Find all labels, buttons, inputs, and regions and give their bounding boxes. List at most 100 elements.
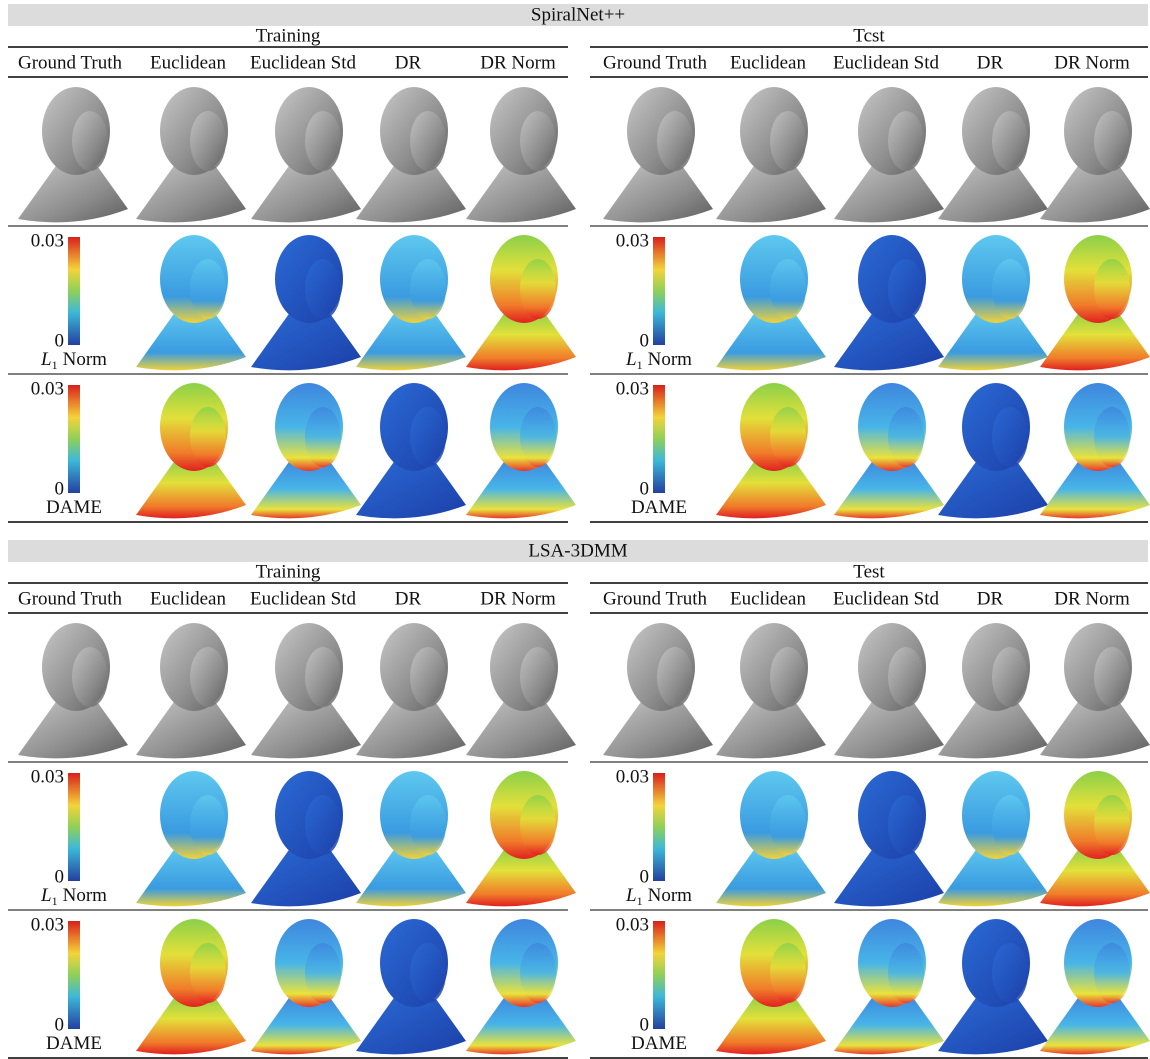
head-render (251, 87, 361, 222)
head-face (190, 795, 226, 855)
colorbar-label: DAME (631, 497, 687, 518)
column-header: DR Norm (480, 52, 556, 73)
column-header: Euclidean Std (833, 52, 940, 73)
label-symbol: L (625, 349, 637, 370)
head-face (305, 647, 341, 707)
head-render (716, 87, 826, 222)
column-header: Euclidean Std (250, 52, 357, 73)
head-face (992, 647, 1028, 707)
head-render (1040, 771, 1150, 906)
half-title: Training (256, 25, 321, 46)
head-render (716, 383, 826, 518)
head-render (466, 87, 576, 222)
head-face (992, 259, 1028, 319)
colorbar-max: 0.03 (616, 230, 649, 251)
head-render (938, 771, 1048, 906)
head-render (136, 919, 246, 1054)
column-header: DR Norm (480, 588, 556, 609)
head-render (466, 235, 576, 370)
head-face (520, 111, 556, 171)
head-render (356, 771, 466, 906)
head-face (72, 111, 108, 171)
head-face (770, 259, 806, 319)
label-symbol: L (40, 349, 52, 370)
head-face (190, 943, 226, 1003)
label-text: Norm (63, 885, 108, 906)
label-subscript: 1 (637, 894, 643, 908)
head-face (190, 259, 226, 319)
column-header: Ground Truth (18, 588, 122, 609)
head-face (657, 647, 693, 707)
colorbar-min: 0 (55, 330, 65, 351)
head-render (938, 235, 1048, 370)
head-render (938, 919, 1048, 1054)
head-render (938, 87, 1048, 222)
head-face (410, 647, 446, 707)
head-render (834, 235, 944, 370)
colorbar-label: DAME (46, 1033, 102, 1054)
colorbar (68, 237, 80, 345)
half-title: Training (256, 561, 321, 582)
head-render (1040, 87, 1150, 222)
colorbar (653, 773, 665, 881)
head-render (251, 623, 361, 758)
head-render (938, 623, 1048, 758)
column-header: Euclidean Std (833, 588, 940, 609)
head-face (190, 111, 226, 171)
column-header: DR (395, 52, 422, 73)
head-render (466, 919, 576, 1054)
head-render (136, 623, 246, 758)
colorbar-label: DAME (46, 497, 102, 518)
head-face (992, 407, 1028, 467)
head-face (305, 111, 341, 171)
head-render (18, 623, 128, 758)
head-face (305, 795, 341, 855)
head-face (520, 407, 556, 467)
label-subscript: 1 (52, 358, 58, 372)
colorbar-max: 0.03 (31, 230, 64, 251)
column-header: DR (395, 588, 422, 609)
panel-title: LSA-3DMM (528, 540, 627, 561)
head-render (1040, 383, 1150, 518)
head-render (136, 87, 246, 222)
colorbar-label: DAME (631, 1033, 687, 1054)
head-face (410, 795, 446, 855)
panel-title: SpiralNet++ (531, 4, 625, 25)
column-header: DR Norm (1054, 588, 1130, 609)
column-header: DR (977, 588, 1004, 609)
figure: SpiralNet++ Training Ground Truth Euclidean… (0, 0, 1150, 1059)
head-face (888, 795, 924, 855)
label-text: DAME (46, 1033, 102, 1054)
head-face (410, 259, 446, 319)
head-render (603, 623, 713, 758)
head-render (356, 235, 466, 370)
head-render (716, 623, 826, 758)
head-face (770, 943, 806, 1003)
colorbar-max: 0.03 (616, 766, 649, 787)
head-render (603, 87, 713, 222)
colorbar-label: L1Norm (625, 885, 692, 907)
head-face (1094, 407, 1130, 467)
head-render (136, 383, 246, 518)
head-face (1094, 795, 1130, 855)
head-face (520, 943, 556, 1003)
colorbar (68, 773, 80, 881)
head-face (190, 647, 226, 707)
head-render (1040, 623, 1150, 758)
column-header: Ground Truth (18, 52, 122, 73)
head-face (770, 407, 806, 467)
head-render (251, 771, 361, 906)
column-header: Euclidean (730, 52, 806, 73)
head-render (251, 919, 361, 1054)
colorbar-max: 0.03 (31, 914, 64, 935)
colorbar-min: 0 (55, 866, 65, 887)
head-render (136, 235, 246, 370)
head-face (410, 407, 446, 467)
head-face (305, 259, 341, 319)
head-face (1094, 111, 1130, 171)
head-face (520, 795, 556, 855)
column-header: DR (977, 52, 1004, 73)
label-text: Norm (648, 349, 693, 370)
